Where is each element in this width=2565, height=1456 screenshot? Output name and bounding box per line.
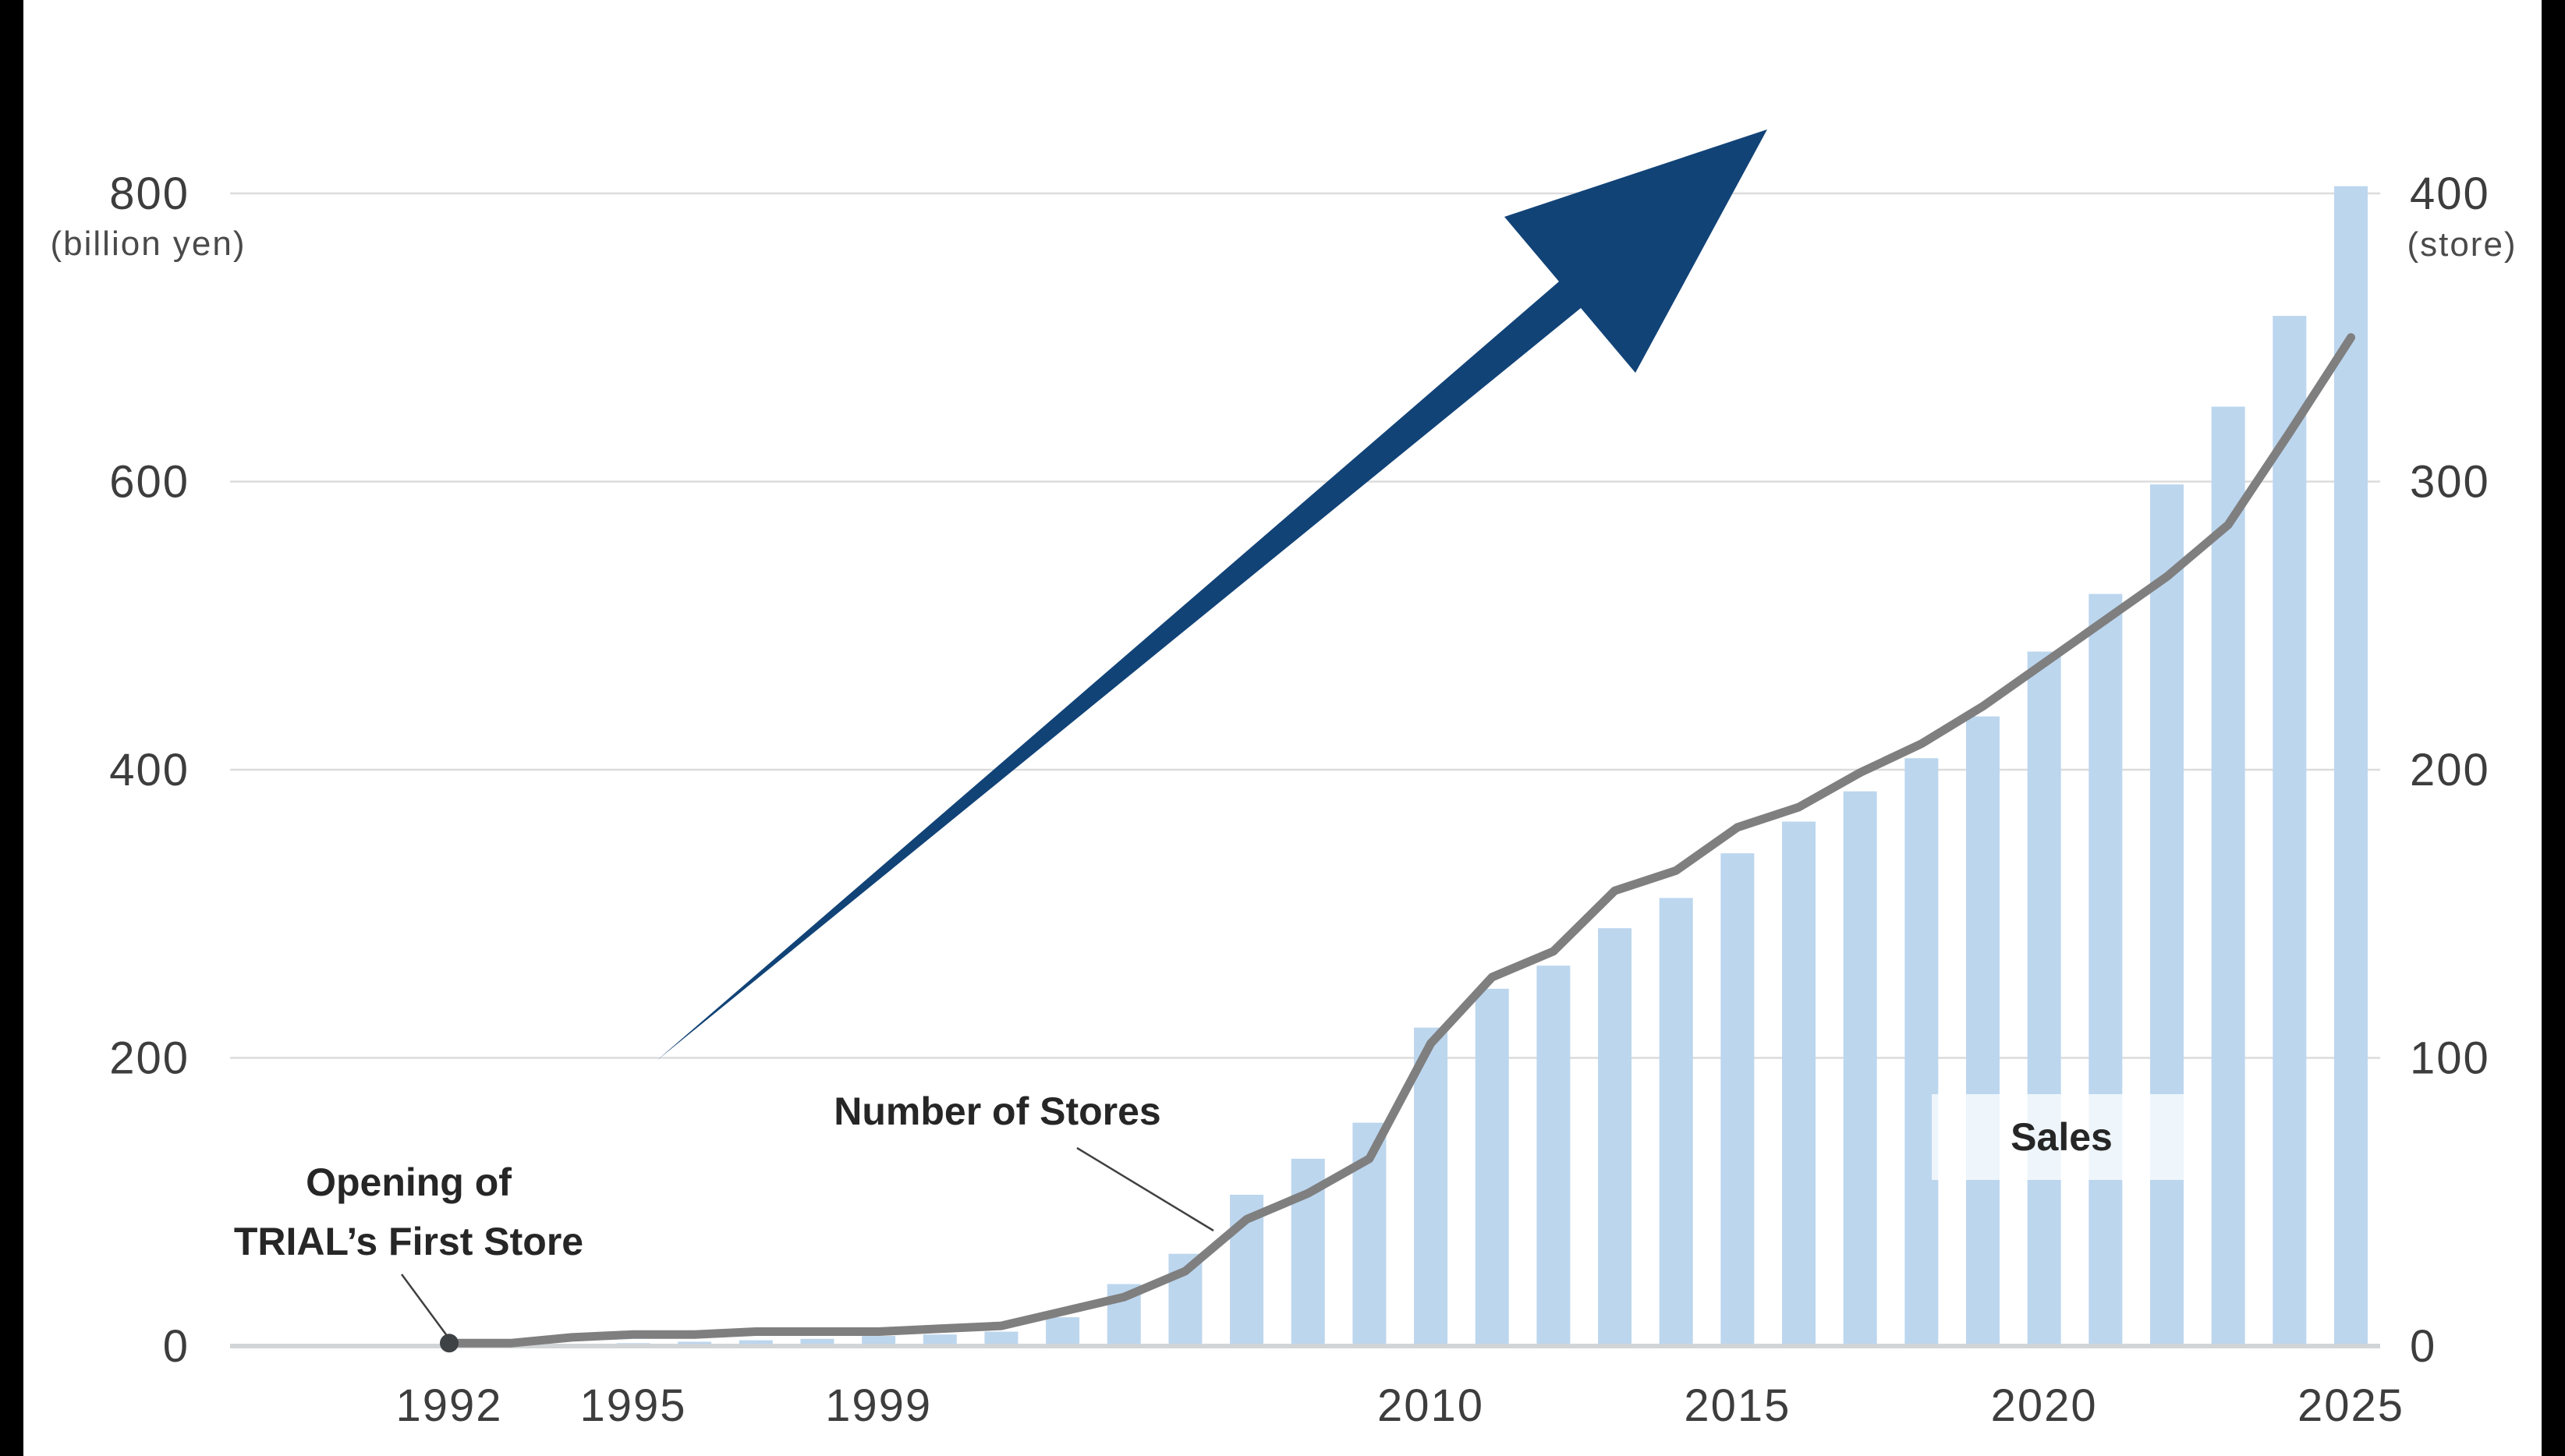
- annotation-first-store: Opening of TRIAL’s First Store: [175, 1153, 643, 1271]
- annotation-number-of-stores: Number of Stores: [834, 1089, 1161, 1133]
- sales-bar: [923, 1334, 957, 1346]
- sales-bar: [862, 1336, 896, 1346]
- sales-bar: [2149, 484, 2184, 1346]
- number-of-stores-pointer-line: [1076, 1146, 1214, 1232]
- x-tick-2010: 2010: [1377, 1380, 1484, 1431]
- sales-bar: [2273, 316, 2307, 1347]
- sales-bar: [1966, 716, 2000, 1346]
- sales-bar: [739, 1340, 773, 1346]
- first-store-pointer-line: [400, 1274, 452, 1341]
- left-tick-400: 400: [109, 745, 190, 795]
- sales-bar: [1904, 758, 1939, 1346]
- sales-bar: [1659, 898, 1693, 1346]
- right-tick-200: 200: [2410, 745, 2490, 795]
- sales-bar: [1475, 988, 1509, 1346]
- x-tick-1992: 1992: [395, 1380, 502, 1431]
- sales-bar: [2027, 651, 2061, 1346]
- x-tick-2025: 2025: [2298, 1380, 2404, 1431]
- right-tick-0: 0: [2410, 1321, 2436, 1372]
- sales-bar: [1536, 965, 1571, 1346]
- sales-bar: [2211, 406, 2245, 1347]
- sales-bar: [1598, 928, 1632, 1346]
- letterbox-left: [0, 0, 23, 1456]
- x-tick-2020: 2020: [1991, 1380, 2098, 1431]
- sales-bar: [2333, 186, 2368, 1347]
- sales-bar: [2088, 593, 2123, 1346]
- left-axis-unit-label: (billion yen): [50, 225, 246, 263]
- sales-bar: [1843, 791, 1877, 1346]
- sales-bar: [1720, 853, 1755, 1346]
- right-axis-unit-label: (store): [2407, 225, 2517, 264]
- left-tick-800: 800: [109, 168, 190, 219]
- stores-line: [445, 333, 2355, 1348]
- left-tick-200: 200: [109, 1033, 190, 1084]
- letterbox-right: [2542, 0, 2565, 1456]
- sales-bar: [984, 1331, 1019, 1346]
- left-tick-0: 0: [163, 1321, 190, 1372]
- x-tick-1995: 1995: [579, 1380, 686, 1431]
- sales-bar: [1046, 1317, 1080, 1346]
- sales-bar: [1782, 821, 1816, 1346]
- right-tick-100: 100: [2410, 1033, 2490, 1084]
- first-store-dot: [440, 1334, 459, 1353]
- x-tick-2015: 2015: [1684, 1380, 1791, 1431]
- annotation-first-store-line1: Opening of: [306, 1160, 512, 1204]
- sales-label: Sales: [2011, 1115, 2113, 1159]
- x-tick-1999: 1999: [825, 1380, 932, 1431]
- right-tick-400: 400: [2410, 168, 2490, 219]
- sales-label-box: Sales: [1932, 1094, 2191, 1180]
- sales-bar: [1414, 1027, 1448, 1346]
- sales-bar: [800, 1338, 834, 1346]
- annotation-first-store-line2: TRIAL’s First Store: [233, 1220, 584, 1263]
- left-tick-600: 600: [109, 457, 190, 508]
- growth-arrow: [657, 129, 1767, 1061]
- right-tick-300: 300: [2410, 457, 2490, 508]
